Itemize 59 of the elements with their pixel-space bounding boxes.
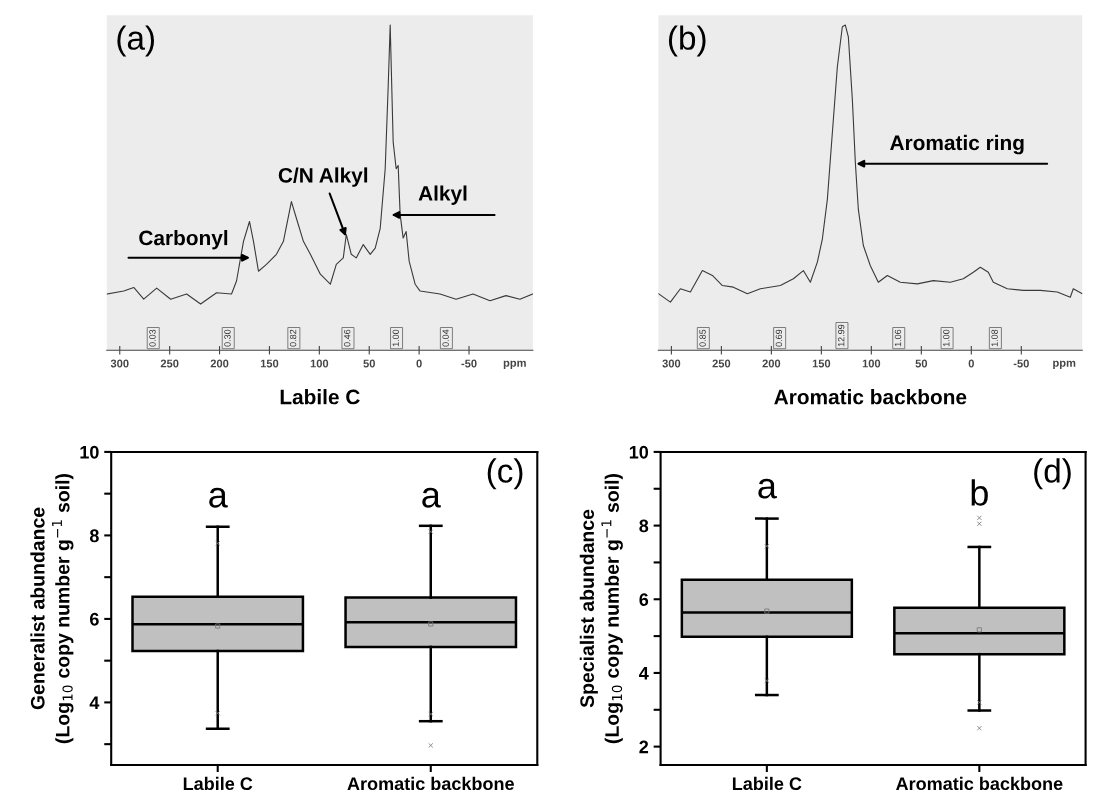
x-tick-label: 250 [160,359,179,368]
y-tick-label: 6 [639,593,649,606]
annotation: Aromatic ring [890,134,1024,155]
annotation: 12.99 [837,324,845,347]
x-tick-label: 150 [260,359,279,368]
annotation: a [758,478,777,499]
annotation: 0.69 [775,329,783,347]
x-tick-label: 250 [712,359,731,368]
x-tick-label: 100 [862,359,881,368]
annotation: a [422,487,441,508]
annotation: 1.08 [991,329,998,347]
annotation: 1.06 [894,329,902,347]
x-tick-label: 200 [762,359,781,368]
x-tick-label: Aromatic backbone [347,776,514,791]
chart-title: (b) [668,25,706,57]
y-tick-label: 10 [80,445,99,459]
y-axis-title: Generalist abundance (Log$_{10}$ copy number g$^{−1}$ soil) [30,474,74,744]
annotation: 0.82 [289,329,297,347]
chart-title: (a) [117,25,154,57]
y-tick-label: 4 [89,696,100,709]
annotation: C/N Alkyl [278,167,368,187]
x-axis-title: Labile C [280,389,360,405]
annotation: Alkyl [418,185,467,205]
annotation: a [209,487,228,508]
y-tick-label: 8 [89,529,99,543]
x-tick-label: 100 [310,359,329,368]
annotation: 0.46 [343,329,351,347]
x-tick-label: 0 [416,359,422,368]
x-tick-label: Labile C [732,776,802,791]
annotation: 1.00 [943,329,950,347]
x-tick-label: -50 [461,359,477,368]
annotation: 0.85 [699,329,706,347]
x-tick-label: Aromatic backbone [896,776,1063,791]
annotation: b [971,479,988,506]
y-tick-label: 6 [90,612,99,626]
x-tick-label: 50 [915,359,928,368]
x-tick-label: 50 [363,359,375,368]
x-tick-label: 150 [812,359,831,368]
annotation: (c) [487,458,523,490]
text: ppm [503,360,526,369]
annotation: (d) [1034,458,1071,490]
x-tick-label: 0 [968,359,974,368]
annotation: 0.30 [224,329,231,347]
x-tick-label: 300 [662,359,681,368]
x-tick-label: 300 [110,359,129,368]
x-tick-label: 200 [210,359,229,368]
y-tick-label: 4 [639,667,649,680]
x-axis-title: Aromatic backbone [774,389,967,405]
y-axis-title: Specialist abundance (Log$_{10}$ copy number g$^{−1}$ soil) [579,474,623,744]
x-tick-label: -50 [1013,359,1029,368]
y-tick-label: 8 [639,519,649,533]
annotation: Carbonyl [139,230,228,250]
annotation: 0.04 [442,329,449,347]
y-tick-label: 2 [639,740,649,754]
y-tick-label: 10 [629,445,649,459]
annotation: 1.00 [392,329,399,347]
x-tick-label: Labile C [183,776,253,791]
annotation: 0.03 [149,329,156,347]
text: ppm [1053,360,1076,369]
